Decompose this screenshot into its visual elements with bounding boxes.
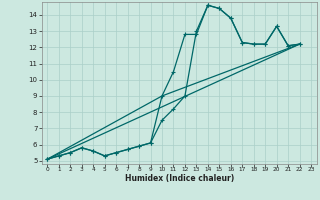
X-axis label: Humidex (Indice chaleur): Humidex (Indice chaleur) — [124, 174, 234, 183]
